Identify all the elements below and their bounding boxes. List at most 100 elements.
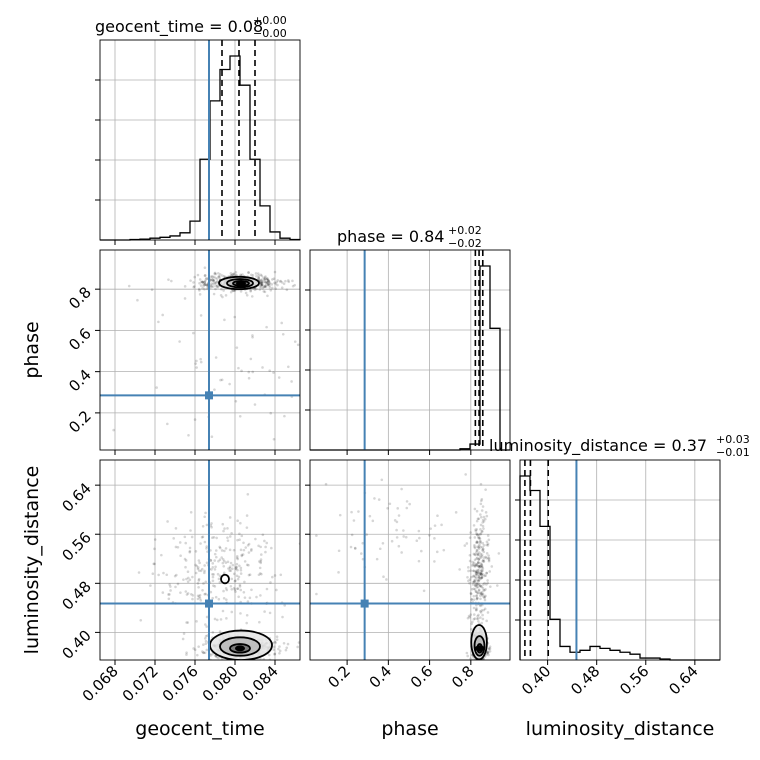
sample-point bbox=[477, 545, 481, 548]
sample-point bbox=[474, 553, 477, 557]
title-luminosity-distance: luminosity_distance = 0.37 +0.03 −0.01 bbox=[489, 433, 750, 459]
sample-point bbox=[186, 580, 190, 583]
sample-point bbox=[472, 524, 476, 527]
sample-point bbox=[205, 287, 209, 291]
sample-point bbox=[165, 573, 169, 577]
sample-point bbox=[203, 280, 206, 284]
sample-point bbox=[487, 559, 491, 563]
sample-point bbox=[235, 273, 238, 277]
sample-point bbox=[278, 652, 281, 655]
sample-point bbox=[480, 621, 484, 625]
title-geocent-time: geocent_time = 0.08 +0.00 −0.00 bbox=[95, 14, 287, 40]
sample-point bbox=[262, 658, 266, 660]
sample-point bbox=[478, 557, 481, 560]
sample-point bbox=[216, 660, 219, 663]
sample-point bbox=[169, 589, 172, 592]
sample-point bbox=[223, 549, 226, 553]
sample-point bbox=[226, 536, 229, 539]
sample-point bbox=[212, 275, 216, 279]
sample-point bbox=[482, 547, 485, 551]
sample-point bbox=[490, 565, 494, 568]
sample-point bbox=[215, 618, 219, 622]
sample-point bbox=[243, 596, 247, 599]
sample-point bbox=[274, 282, 278, 285]
sample-point bbox=[281, 332, 285, 336]
sample-point bbox=[263, 290, 267, 294]
sample-point bbox=[477, 576, 481, 579]
sample-point bbox=[216, 285, 220, 289]
sample-point bbox=[476, 552, 479, 556]
sample-point bbox=[479, 584, 482, 587]
density-peak bbox=[235, 645, 245, 652]
sample-point bbox=[483, 588, 486, 592]
sample-point bbox=[393, 519, 397, 522]
sample-point bbox=[234, 579, 237, 582]
sample-point bbox=[482, 544, 486, 547]
sample-point bbox=[235, 555, 239, 558]
sample-point bbox=[477, 589, 481, 592]
sample-point bbox=[197, 559, 201, 562]
sample-point bbox=[263, 539, 266, 543]
sample-point bbox=[212, 279, 215, 282]
sample-point bbox=[232, 289, 235, 293]
sample-point bbox=[280, 321, 284, 325]
sample-point bbox=[195, 564, 199, 568]
sample-point bbox=[382, 575, 385, 579]
sample-point bbox=[203, 651, 207, 655]
sample-point bbox=[217, 656, 220, 660]
sample-point bbox=[479, 562, 482, 565]
sample-point bbox=[477, 564, 481, 568]
sample-point bbox=[196, 594, 200, 598]
sample-point bbox=[377, 498, 381, 501]
sample-point bbox=[203, 571, 206, 575]
sample-point bbox=[482, 527, 485, 530]
sample-point bbox=[337, 571, 340, 574]
sample-point bbox=[269, 581, 272, 584]
sample-point bbox=[183, 535, 187, 539]
sample-point bbox=[472, 587, 476, 591]
sample-point bbox=[228, 569, 231, 572]
sample-point bbox=[478, 537, 482, 541]
sample-point bbox=[472, 569, 475, 573]
sample-point bbox=[470, 575, 473, 579]
sample-point bbox=[479, 611, 483, 614]
sample-point bbox=[261, 533, 265, 537]
sample-point bbox=[214, 565, 217, 569]
sample-point bbox=[201, 280, 204, 284]
sample-point bbox=[479, 577, 482, 580]
sample-point bbox=[264, 284, 268, 287]
sample-point bbox=[268, 281, 272, 285]
sample-point bbox=[234, 567, 238, 570]
sample-point bbox=[220, 549, 224, 552]
sample-point bbox=[173, 242, 176, 245]
sample-point bbox=[222, 597, 226, 600]
sample-point bbox=[475, 509, 479, 513]
sample-point bbox=[479, 585, 482, 588]
sample-point bbox=[166, 520, 169, 523]
sample-point bbox=[378, 547, 382, 551]
sample-point bbox=[216, 572, 220, 576]
sample-point bbox=[202, 284, 205, 288]
sample-point bbox=[233, 588, 237, 591]
sample-point bbox=[274, 641, 278, 644]
sample-point bbox=[232, 272, 235, 276]
sample-point bbox=[273, 653, 276, 656]
sample-point bbox=[477, 547, 481, 550]
sample-point bbox=[475, 661, 478, 664]
sample-point bbox=[467, 614, 471, 618]
sample-point bbox=[350, 510, 353, 514]
sample-point bbox=[263, 280, 267, 284]
panels: 0.40 0.48 0.56 0.640.20.40.60.80.0680.0720.… bbox=[58, 39, 721, 705]
sample-point bbox=[238, 564, 241, 568]
sample-point bbox=[476, 571, 480, 574]
sample-point bbox=[475, 563, 478, 567]
tick-label-y-phase: 0.4 bbox=[65, 366, 95, 396]
sample-point bbox=[482, 550, 486, 554]
sample-point bbox=[112, 428, 115, 432]
sample-point bbox=[236, 519, 239, 523]
sample-point bbox=[357, 510, 360, 513]
sample-point bbox=[433, 560, 436, 563]
sample-point bbox=[213, 559, 217, 562]
sample-point bbox=[255, 595, 258, 599]
